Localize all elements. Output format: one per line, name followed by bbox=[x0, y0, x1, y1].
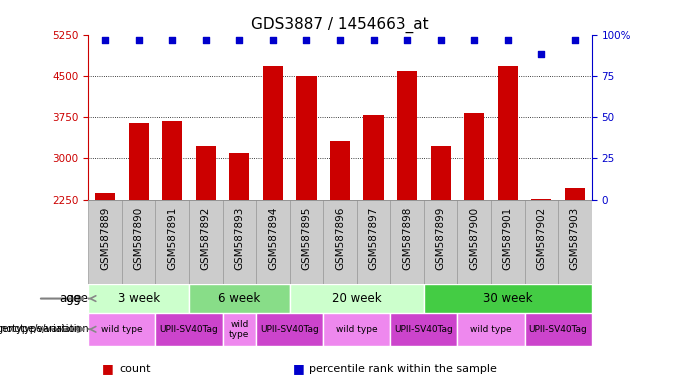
Bar bbox=[290, 200, 323, 284]
Text: count: count bbox=[119, 364, 150, 374]
Text: age: age bbox=[60, 292, 82, 305]
Text: GSM587902: GSM587902 bbox=[537, 207, 546, 270]
Text: wild type: wild type bbox=[336, 325, 377, 334]
Point bbox=[435, 36, 446, 43]
Bar bbox=[565, 187, 585, 200]
Text: ■: ■ bbox=[102, 362, 114, 375]
Text: ■: ■ bbox=[292, 362, 304, 375]
Bar bbox=[323, 200, 357, 284]
Text: UPII-SV40Tag: UPII-SV40Tag bbox=[160, 325, 218, 334]
Point bbox=[469, 36, 479, 43]
Point bbox=[402, 36, 413, 43]
Bar bbox=[458, 313, 524, 346]
Bar bbox=[390, 200, 424, 284]
Bar bbox=[222, 313, 256, 346]
Bar bbox=[88, 200, 122, 284]
Bar bbox=[296, 76, 316, 200]
Text: UPII-SV40Tag: UPII-SV40Tag bbox=[260, 325, 319, 334]
Bar bbox=[163, 121, 182, 200]
Bar bbox=[458, 200, 491, 284]
Point bbox=[100, 36, 111, 43]
Text: 6 week: 6 week bbox=[218, 292, 260, 305]
Bar bbox=[390, 313, 458, 346]
Bar bbox=[323, 313, 390, 346]
Text: genotype/variation: genotype/variation bbox=[0, 324, 82, 334]
Text: GSM587893: GSM587893 bbox=[235, 207, 244, 270]
Text: GSM587899: GSM587899 bbox=[436, 207, 445, 270]
Bar bbox=[129, 123, 149, 200]
Text: 20 week: 20 week bbox=[332, 292, 381, 305]
Text: wild type: wild type bbox=[470, 325, 512, 334]
Text: GSM587901: GSM587901 bbox=[503, 207, 513, 270]
Bar bbox=[95, 192, 115, 200]
Bar bbox=[256, 313, 323, 346]
Point bbox=[301, 36, 312, 43]
Text: wild type: wild type bbox=[101, 325, 143, 334]
Bar bbox=[424, 200, 458, 284]
Bar bbox=[397, 71, 417, 200]
Bar bbox=[524, 313, 592, 346]
Text: GSM587889: GSM587889 bbox=[100, 207, 110, 270]
Point bbox=[503, 36, 513, 43]
Text: GSM587903: GSM587903 bbox=[570, 207, 580, 270]
Point bbox=[335, 36, 345, 43]
Point bbox=[133, 36, 144, 43]
Bar bbox=[156, 200, 189, 284]
Bar bbox=[498, 66, 517, 200]
Bar bbox=[88, 313, 156, 346]
Point bbox=[167, 36, 177, 43]
Bar bbox=[222, 200, 256, 284]
Text: age: age bbox=[67, 292, 88, 305]
Bar bbox=[430, 146, 451, 200]
Bar bbox=[424, 284, 592, 313]
Bar bbox=[364, 115, 384, 200]
Text: GSM587891: GSM587891 bbox=[167, 207, 177, 270]
Text: 30 week: 30 week bbox=[483, 292, 532, 305]
Text: GSM587898: GSM587898 bbox=[402, 207, 412, 270]
Point bbox=[569, 36, 580, 43]
Text: UPII-SV40Tag: UPII-SV40Tag bbox=[528, 325, 588, 334]
Text: GSM587892: GSM587892 bbox=[201, 207, 211, 270]
Bar bbox=[256, 200, 290, 284]
Text: genotype/variation: genotype/variation bbox=[0, 324, 88, 334]
Text: GSM587897: GSM587897 bbox=[369, 207, 379, 270]
Bar bbox=[558, 200, 592, 284]
Bar bbox=[88, 284, 189, 313]
Text: 3 week: 3 week bbox=[118, 292, 160, 305]
Bar bbox=[263, 66, 283, 200]
Text: GSM587900: GSM587900 bbox=[469, 207, 479, 270]
Bar bbox=[330, 141, 350, 200]
Bar bbox=[491, 200, 524, 284]
Point bbox=[234, 36, 245, 43]
Text: UPII-SV40Tag: UPII-SV40Tag bbox=[394, 325, 454, 334]
Point bbox=[267, 36, 278, 43]
Point bbox=[201, 36, 211, 43]
Bar bbox=[524, 200, 558, 284]
Point bbox=[536, 51, 547, 58]
Text: GSM587894: GSM587894 bbox=[268, 207, 278, 270]
Text: percentile rank within the sample: percentile rank within the sample bbox=[309, 364, 497, 374]
Bar bbox=[156, 313, 222, 346]
Bar bbox=[229, 153, 250, 200]
Bar bbox=[531, 199, 551, 200]
Text: GSM587896: GSM587896 bbox=[335, 207, 345, 270]
Point bbox=[368, 36, 379, 43]
Bar bbox=[464, 113, 484, 200]
Bar bbox=[189, 200, 222, 284]
Text: GSM587895: GSM587895 bbox=[301, 207, 311, 270]
Bar bbox=[196, 146, 216, 200]
Title: GDS3887 / 1454663_at: GDS3887 / 1454663_at bbox=[251, 17, 429, 33]
Text: wild
type: wild type bbox=[229, 319, 250, 339]
Bar bbox=[357, 200, 390, 284]
Bar bbox=[189, 284, 290, 313]
Bar bbox=[122, 200, 156, 284]
Bar bbox=[290, 284, 424, 313]
Text: GSM587890: GSM587890 bbox=[134, 207, 143, 270]
